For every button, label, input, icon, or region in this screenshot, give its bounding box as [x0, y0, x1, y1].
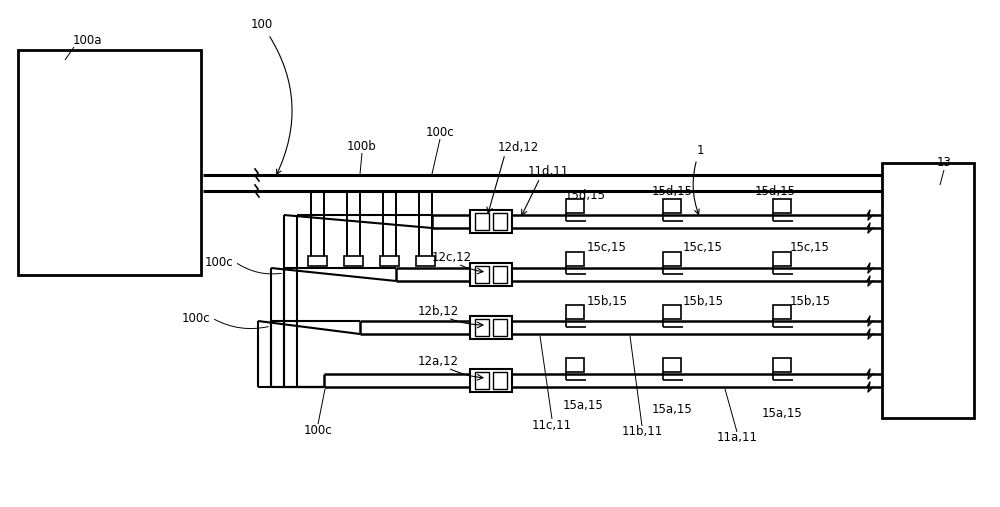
Text: 100c: 100c: [426, 127, 454, 139]
Bar: [416, 256, 435, 266]
Bar: [566, 252, 584, 266]
Text: 100b: 100b: [347, 140, 377, 154]
Text: 12b,12: 12b,12: [417, 306, 459, 318]
Bar: [773, 305, 791, 319]
Text: 1: 1: [693, 143, 704, 214]
Bar: [882, 163, 974, 418]
Text: 100c: 100c: [204, 256, 233, 269]
Text: 100a: 100a: [72, 34, 102, 48]
Bar: [470, 369, 512, 392]
Bar: [663, 252, 681, 266]
Text: 15c,15: 15c,15: [683, 241, 723, 255]
Bar: [493, 266, 507, 283]
Text: 100: 100: [251, 18, 292, 174]
Bar: [493, 213, 507, 230]
Bar: [493, 372, 507, 389]
Bar: [475, 319, 489, 336]
Text: 13: 13: [937, 157, 951, 169]
Text: 15d,15: 15d,15: [652, 186, 692, 199]
Text: 15d,15: 15d,15: [564, 189, 606, 201]
Bar: [663, 305, 681, 319]
Text: 15b,15: 15b,15: [586, 296, 628, 308]
Bar: [566, 305, 584, 319]
Text: 12d,12: 12d,12: [497, 140, 539, 154]
Text: 15a,15: 15a,15: [563, 399, 603, 412]
Bar: [773, 199, 791, 213]
Bar: [566, 358, 584, 372]
Bar: [663, 358, 681, 372]
Text: 11a,11: 11a,11: [716, 431, 758, 445]
Bar: [475, 266, 489, 283]
Bar: [475, 372, 489, 389]
Bar: [475, 213, 489, 230]
Text: 15a,15: 15a,15: [762, 407, 802, 419]
Text: 15b,15: 15b,15: [790, 296, 830, 308]
Text: 11b,11: 11b,11: [621, 425, 663, 439]
Bar: [773, 358, 791, 372]
Text: 15b,15: 15b,15: [682, 296, 724, 308]
Text: 15d,15: 15d,15: [755, 186, 796, 199]
Bar: [308, 256, 327, 266]
Text: 15c,15: 15c,15: [790, 241, 830, 255]
Text: 100c: 100c: [181, 311, 210, 324]
Bar: [380, 256, 399, 266]
Bar: [470, 210, 512, 233]
Text: 15c,15: 15c,15: [587, 241, 627, 255]
Text: 15a,15: 15a,15: [652, 404, 692, 416]
Text: 100c: 100c: [304, 423, 332, 437]
Bar: [566, 199, 584, 213]
Bar: [470, 263, 512, 286]
Bar: [470, 316, 512, 339]
Text: 11d,11: 11d,11: [527, 165, 569, 178]
Text: 12c,12: 12c,12: [432, 251, 472, 265]
Bar: [773, 252, 791, 266]
Bar: [344, 256, 363, 266]
Bar: [493, 319, 507, 336]
Bar: [663, 199, 681, 213]
Text: 12a,12: 12a,12: [418, 355, 458, 369]
Text: 11c,11: 11c,11: [532, 418, 572, 431]
Bar: [18, 50, 201, 275]
